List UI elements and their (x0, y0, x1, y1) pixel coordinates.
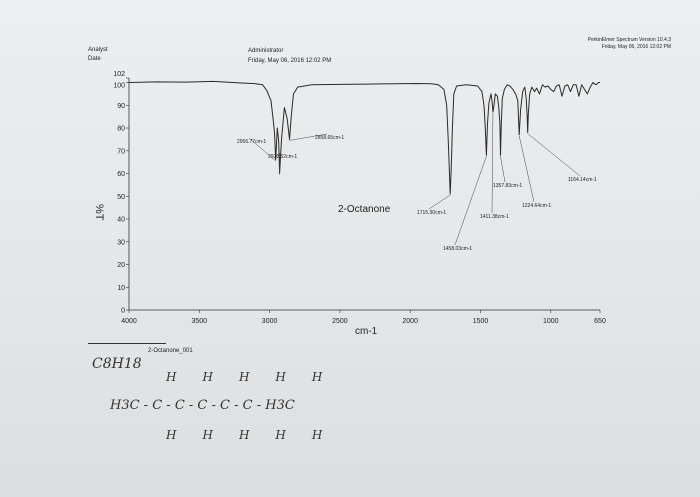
handwritten-structure: H H H H H H3C - C - C - C - C - C - H3C … (110, 368, 400, 448)
peak-label: 2858.65cm-1 (315, 135, 344, 141)
peak-leader-line (248, 137, 276, 162)
peak-leader-line (428, 194, 451, 210)
peak-label: 1458.03cm-1 (443, 246, 472, 252)
peak-label: 1164.14cm-1 (568, 177, 597, 183)
user-name: Administrator (248, 48, 284, 54)
y-tick-label: 50 (117, 194, 125, 201)
structure-bottom-hydrogens: H H H H H (166, 428, 322, 442)
y-tick-label: 0 (121, 308, 125, 315)
x-tick-label: 1500 (473, 318, 489, 325)
x-tick-label: 4000 (121, 318, 137, 325)
date-label: Date (88, 56, 101, 62)
footer-divider (88, 343, 166, 344)
structure-h: H (238, 370, 250, 384)
peak-leader-line (500, 156, 506, 183)
x-tick-label: 3000 (262, 318, 278, 325)
structure-h: H (275, 428, 286, 442)
x-tick-label: 2000 (402, 318, 418, 325)
spectrum-line (128, 80, 600, 195)
structure-h: H (311, 428, 323, 442)
structure-h: H (238, 428, 250, 442)
peak-label: 1224.64cm-1 (522, 203, 551, 209)
structure-h: H (202, 428, 213, 442)
y-tick-label: 70 (117, 148, 125, 155)
structure-chain: H3C - C - C - C - C - C - H3C (110, 398, 295, 413)
chart-series (128, 80, 600, 195)
peak-label: 2956.77cm-1 (237, 139, 266, 145)
y-axis-ticks: 0 10 20 30 40 50 60 70 80 90 100 102 (113, 71, 129, 315)
software-version: PerkinElmer Spectrum Version 10.4.3 (587, 37, 671, 43)
y-tick-label: 102 (113, 71, 125, 78)
structure-h: H (311, 370, 323, 384)
peak-leader-line (518, 135, 535, 203)
x-tick-label: 1000 (543, 318, 559, 325)
peak-label: 1357.83cm-1 (493, 183, 522, 189)
x-tick-label: 3500 (192, 318, 208, 325)
file-name: 2-Octanone_001 (148, 348, 193, 354)
y-tick-label: 60 (117, 171, 125, 178)
peak-label: 2928.52cm-1 (268, 154, 297, 160)
peak-label: 1411.38cm-1 (480, 214, 509, 220)
structure-top-hydrogens: H H H H H (166, 370, 322, 384)
structure-h: H (166, 370, 177, 384)
y-tick-label: 90 (117, 103, 125, 110)
y-tick-label: 100 (113, 83, 125, 90)
x-tick-label: 2500 (332, 318, 348, 325)
peak-label: 1715.30cm-1 (417, 210, 446, 216)
peak-leader-line (454, 156, 487, 246)
y-tick-label: 30 (117, 239, 125, 246)
y-tick-label: 20 (117, 262, 125, 269)
y-tick-label: 40 (117, 217, 125, 224)
peak-annotations: 2956.77cm-1 2928.52cm-1 2858.65cm-1 1715.30… (237, 113, 597, 252)
handwritten-formula: C8H18 (92, 356, 142, 372)
x-axis-label: cm-1 (355, 326, 378, 337)
analyst-label: Analyst (88, 47, 108, 53)
structure-h: H (166, 428, 177, 442)
peak-leader-line (289, 133, 328, 141)
peak-leader-line (491, 113, 494, 214)
chart-axes (128, 78, 600, 311)
y-tick-label: 80 (117, 126, 125, 133)
y-tick-label: 10 (117, 285, 125, 292)
x-tick-label: 650 (594, 318, 606, 325)
print-datetime: Friday, May 06, 2016 12:02 PM (248, 58, 332, 64)
structure-h: H (275, 370, 286, 384)
structure-h: H (202, 370, 213, 384)
peak-leader-line (527, 133, 581, 177)
x-axis-ticks: 4000 3500 3000 2500 2000 1500 1000 650 (121, 310, 606, 325)
y-axis-label: %T (93, 204, 105, 221)
sample-name-label: 2-Octanone (338, 204, 391, 215)
software-datetime: Friday, May 06, 2016 12:02 PM (601, 44, 671, 50)
